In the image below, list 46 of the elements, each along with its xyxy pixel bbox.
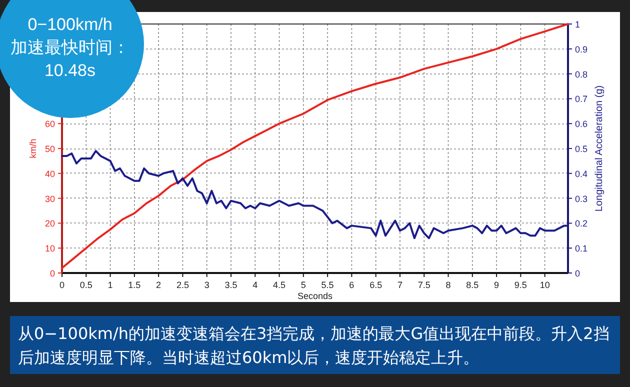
y2-tick-label: 0.4 [575,168,588,179]
y2-tick-label: 0.3 [575,194,588,204]
x-tick-label: 4.5 [273,280,286,290]
annotation: 0−100km/h [28,15,112,34]
y-tick-label: 20 [44,218,55,229]
x-tick-label: 4 [252,280,258,290]
y2-tick-label: 0.8 [575,69,588,80]
y2-tick-label: 0.5 [575,144,588,154]
x-tick-label: 8 [446,280,451,290]
y-tick-label: 40 [44,168,55,179]
x-tick-label: 0 [59,280,65,290]
x-tick-label: 0.5 [80,280,92,290]
y2-tick-label: 0.7 [575,94,588,104]
text: 从0−100km/h的加速变速箱会在3挡完成，加速的最大G值出现在中前段。升入2挡后加速度明显下降。当时速超过60km以后，速度开始稳定上升。 [18,323,610,369]
y2-tick-label: 1 [575,20,580,30]
y-tick-label: 60 [44,119,55,130]
y2-tick-label: 0.2 [575,218,588,229]
x-tick-label: 2 [156,280,162,290]
x-tick-label: 6.5 [370,280,382,290]
x-tick-label: 10 [540,280,550,290]
x-tick-label: 1 [108,280,113,290]
y-axis-title: km/h [28,138,38,158]
y2-tick-label: 0 [575,268,580,278]
x-tick-label: 7 [397,280,402,290]
annotation: 10.48s [44,61,96,80]
x-tick-label: 9 [494,280,500,290]
x-tick-label: 5.5 [321,280,334,290]
y-tick-label: 50 [44,144,55,154]
y-tick-label: 30 [44,194,55,204]
x-tick-label: 2.5 [176,280,189,290]
y2-tick-label: 0.1 [575,244,588,254]
x-tick-label: 9.5 [514,280,527,290]
x-tick-label: 5 [300,280,306,290]
x-tick-label: 3.5 [224,280,238,290]
x-tick-label: 6 [349,280,354,290]
y-tick-label: 10 [44,244,55,254]
y2-tick-label: 0.6 [575,119,588,130]
x-tick-label: 8.5 [466,280,479,290]
y-tick-label: 0 [50,268,55,278]
x-tick-label: 7.5 [418,280,430,290]
x-axis-title: Seconds [297,291,334,301]
x-tick-label: 3 [204,280,210,290]
x-tick-label: 1.5 [128,280,141,290]
annotation: 加速最快时间： [10,38,130,57]
y2-axis-title: Longitudinal Acceleration (g) [594,85,605,212]
y2-tick-label: 0.9 [575,44,588,54]
